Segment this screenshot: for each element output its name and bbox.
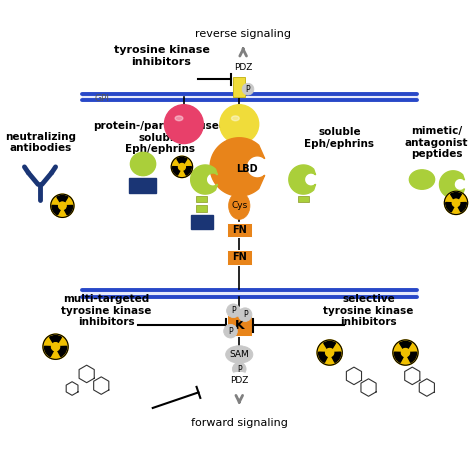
Wedge shape xyxy=(446,203,454,212)
Wedge shape xyxy=(319,352,327,363)
Circle shape xyxy=(52,343,60,351)
Text: PDZ: PDZ xyxy=(234,63,252,72)
Wedge shape xyxy=(52,206,60,215)
Text: P: P xyxy=(237,364,242,374)
Bar xyxy=(129,178,155,193)
Circle shape xyxy=(164,105,203,144)
Wedge shape xyxy=(408,352,417,363)
Text: LBD: LBD xyxy=(236,164,258,174)
Wedge shape xyxy=(57,196,68,202)
Wedge shape xyxy=(332,352,341,363)
Circle shape xyxy=(326,349,334,356)
Polygon shape xyxy=(210,138,265,196)
Text: GPI: GPI xyxy=(94,95,109,103)
Text: FN: FN xyxy=(232,252,246,262)
Wedge shape xyxy=(173,166,180,175)
Wedge shape xyxy=(50,336,62,343)
Wedge shape xyxy=(451,192,462,199)
Wedge shape xyxy=(177,158,187,163)
Ellipse shape xyxy=(226,346,253,363)
Wedge shape xyxy=(324,342,336,348)
Polygon shape xyxy=(289,165,316,194)
Bar xyxy=(196,196,207,202)
Text: P: P xyxy=(228,327,233,336)
Text: P: P xyxy=(231,306,236,315)
Text: P: P xyxy=(246,85,250,94)
Circle shape xyxy=(238,308,252,322)
Text: forward signaling: forward signaling xyxy=(191,418,288,428)
FancyBboxPatch shape xyxy=(227,250,252,265)
Wedge shape xyxy=(184,166,191,175)
Wedge shape xyxy=(64,206,73,215)
Wedge shape xyxy=(458,203,466,212)
Circle shape xyxy=(444,191,468,214)
Polygon shape xyxy=(439,171,465,198)
Circle shape xyxy=(232,362,246,376)
Circle shape xyxy=(179,164,185,171)
Text: K: K xyxy=(235,319,244,332)
Ellipse shape xyxy=(225,372,254,389)
Circle shape xyxy=(452,199,460,206)
Circle shape xyxy=(220,105,259,144)
Text: protein-/particle-fused
soluble
Eph/ephrins: protein-/particle-fused soluble Eph/ephr… xyxy=(93,121,226,154)
Text: reverse signaling: reverse signaling xyxy=(195,28,291,39)
Bar xyxy=(298,196,309,202)
Circle shape xyxy=(393,340,418,365)
Text: mimetic/
antagonist
peptides: mimetic/ antagonist peptides xyxy=(405,126,468,159)
FancyBboxPatch shape xyxy=(233,77,245,97)
Bar xyxy=(191,214,213,229)
Circle shape xyxy=(224,324,237,338)
Text: neutralizing
antibodies: neutralizing antibodies xyxy=(6,132,76,153)
Text: P: P xyxy=(243,310,247,319)
Wedge shape xyxy=(400,342,411,348)
Ellipse shape xyxy=(229,60,257,75)
Circle shape xyxy=(59,202,66,210)
Circle shape xyxy=(242,83,254,95)
Circle shape xyxy=(227,304,240,317)
Bar xyxy=(196,206,207,212)
Text: SAM: SAM xyxy=(229,350,249,359)
FancyBboxPatch shape xyxy=(227,315,252,336)
Text: multi-targeted
tyrosine kinase
inhibitors: multi-targeted tyrosine kinase inhibitor… xyxy=(61,294,151,327)
FancyBboxPatch shape xyxy=(227,223,252,237)
Circle shape xyxy=(51,194,74,218)
Ellipse shape xyxy=(410,170,435,189)
Wedge shape xyxy=(58,346,67,356)
Circle shape xyxy=(43,334,68,359)
Ellipse shape xyxy=(231,116,239,121)
Ellipse shape xyxy=(228,192,250,219)
Text: Cys: Cys xyxy=(231,201,247,210)
Text: soluble
Eph/ephrins: soluble Eph/ephrins xyxy=(304,127,374,149)
Circle shape xyxy=(171,156,192,178)
Wedge shape xyxy=(45,346,53,356)
Wedge shape xyxy=(394,352,403,363)
Text: FN: FN xyxy=(232,225,246,235)
Circle shape xyxy=(401,349,410,356)
Ellipse shape xyxy=(175,116,183,121)
Ellipse shape xyxy=(130,152,155,176)
Polygon shape xyxy=(191,165,218,194)
Text: selective
tyrosine kinase
inhibitors: selective tyrosine kinase inhibitors xyxy=(323,294,414,327)
Text: PDZ: PDZ xyxy=(230,376,248,385)
Circle shape xyxy=(317,340,342,365)
Text: tyrosine kinase
inhibitors: tyrosine kinase inhibitors xyxy=(114,45,210,67)
